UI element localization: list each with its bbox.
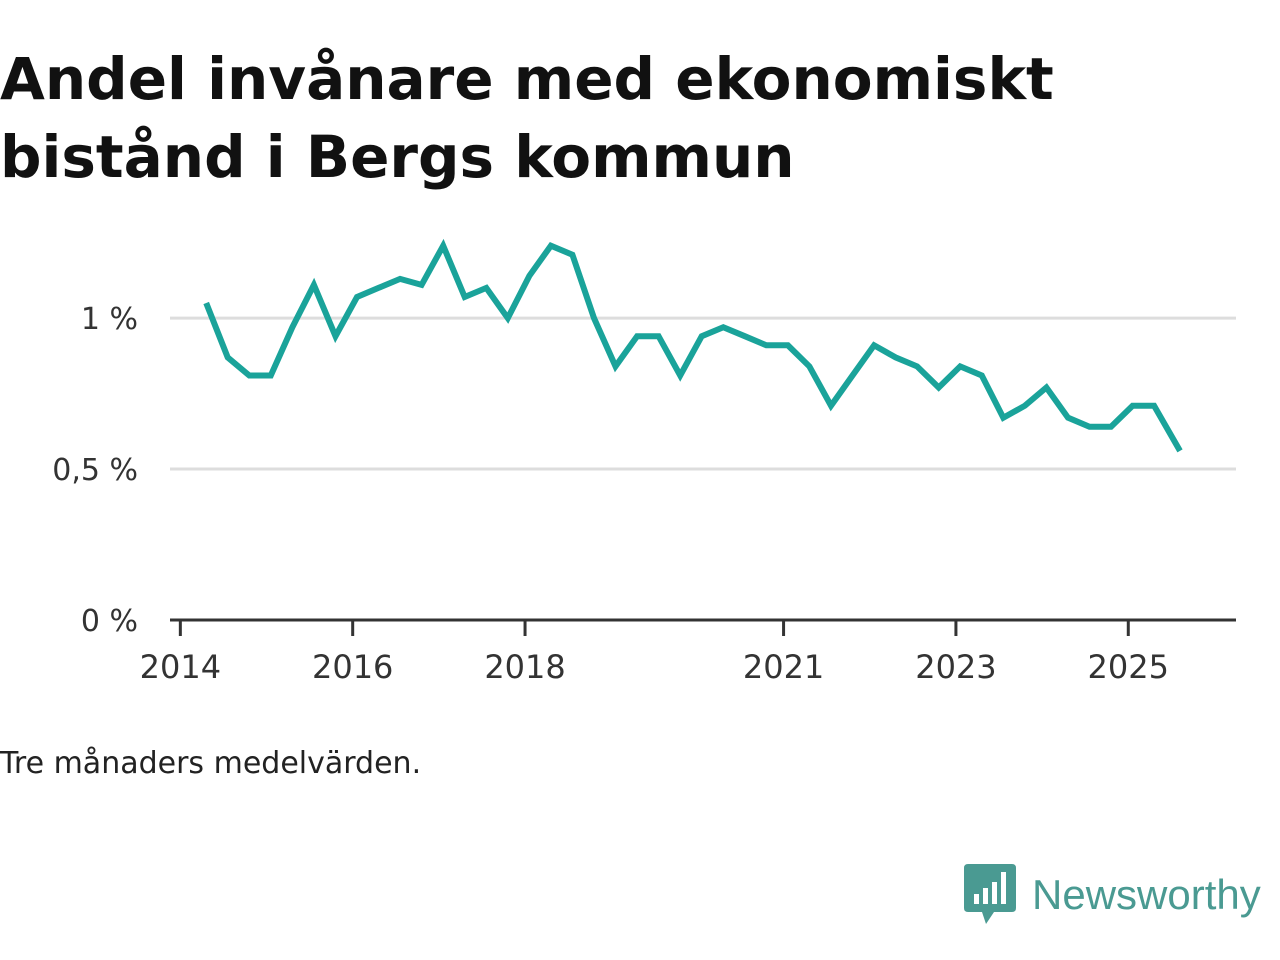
data-point xyxy=(785,342,791,348)
newsworthy-logo-icon xyxy=(964,864,1016,924)
gridlines xyxy=(170,316,1236,471)
data-point xyxy=(397,276,403,282)
chart-title: Andel invånare med ekonomiskt bistånd i … xyxy=(0,45,1054,191)
data-point xyxy=(720,324,726,330)
series-line xyxy=(203,238,1183,453)
y-tick-label: 1 % xyxy=(81,302,138,337)
data-point xyxy=(1177,448,1183,454)
data-point xyxy=(850,373,856,379)
data-point xyxy=(289,324,295,330)
data-point xyxy=(483,285,489,291)
data-point xyxy=(914,363,920,369)
data-point xyxy=(957,363,963,369)
data-point xyxy=(526,273,532,279)
data-point xyxy=(936,385,942,391)
y-axis-tick-labels: 0 % 0,5 % 1 % xyxy=(52,302,138,639)
y-tick-label: 0 % xyxy=(81,604,138,639)
data-point xyxy=(440,243,446,249)
data-point xyxy=(569,252,575,258)
x-axis-ticks: 2014 2016 2018 2021 2023 2025 xyxy=(140,618,1236,686)
data-point xyxy=(268,373,274,379)
data-point xyxy=(677,373,683,379)
data-point xyxy=(1130,403,1136,409)
chart-caption: Tre månaders medelvärden. xyxy=(0,746,422,781)
y-tick-label: 0,5 % xyxy=(52,453,138,488)
data-point xyxy=(1000,415,1006,421)
data-point xyxy=(1108,424,1114,430)
data-point xyxy=(311,282,317,288)
data-point xyxy=(1087,424,1093,430)
data-point xyxy=(806,363,812,369)
brand-name: Newsworthy xyxy=(1032,871,1261,918)
data-point xyxy=(656,333,662,339)
data-point xyxy=(225,354,231,360)
x-tick-label: 2025 xyxy=(1088,648,1169,686)
data-point xyxy=(203,300,209,306)
data-point xyxy=(699,333,705,339)
data-point xyxy=(828,403,834,409)
data-point xyxy=(505,315,511,321)
data-point xyxy=(246,373,252,379)
x-tick-label: 2023 xyxy=(915,648,996,686)
brand-logo: Newsworthy xyxy=(964,862,1261,928)
data-point xyxy=(742,333,748,339)
data-point xyxy=(1043,385,1049,391)
data-point xyxy=(1065,415,1071,421)
x-tick-label: 2021 xyxy=(743,648,824,686)
data-point xyxy=(333,333,339,339)
data-point xyxy=(763,342,769,348)
data-point xyxy=(613,363,619,369)
data-point xyxy=(893,354,899,360)
data-point xyxy=(591,315,597,321)
data-point xyxy=(462,294,468,300)
series-layer xyxy=(203,238,1183,454)
data-point xyxy=(871,342,877,348)
data-point xyxy=(979,373,985,379)
data-point xyxy=(634,333,640,339)
x-tick-label: 2016 xyxy=(312,648,393,686)
data-point xyxy=(376,285,382,291)
x-tick-label: 2014 xyxy=(140,648,221,686)
x-tick-label: 2018 xyxy=(484,648,565,686)
data-point xyxy=(419,282,425,288)
data-point xyxy=(1022,403,1028,409)
data-point xyxy=(354,294,360,300)
data-point xyxy=(1151,403,1157,409)
data-point xyxy=(548,243,554,249)
